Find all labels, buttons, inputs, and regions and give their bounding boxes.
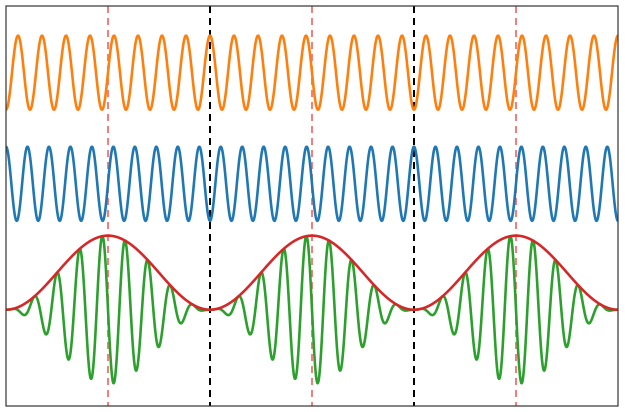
plot-frame [5,5,619,407]
series-lines [4,34,620,385]
series-line-2 [4,145,620,223]
series-line-3 [4,234,620,385]
series-line-1 [4,34,620,111]
series-line-4 [4,234,620,311]
